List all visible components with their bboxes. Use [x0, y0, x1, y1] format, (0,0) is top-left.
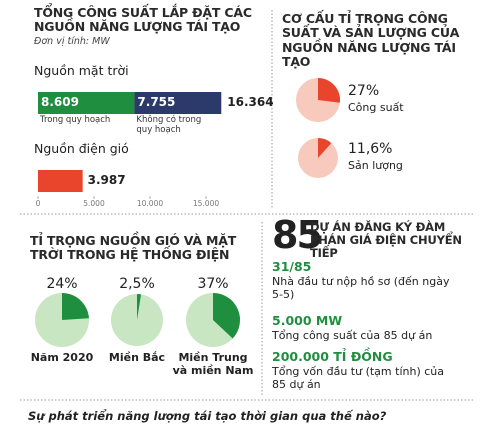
value-label: 3.987: [87, 173, 126, 187]
chart-title: TỈ TRỌNG NGUỒN GIÓ VÀ MẶT TRỜI TRONG HỆ …: [30, 233, 237, 263]
pie-slice: [213, 293, 241, 339]
category-label: Miền Trung và miền Nam: [172, 351, 254, 377]
value-label: 37%: [197, 276, 229, 292]
category-label: Nguồn mặt trời: [34, 63, 129, 78]
pie-slice: [318, 138, 332, 158]
x-tick-label: 5.000: [83, 199, 105, 208]
category-label: Sản lượng: [348, 159, 403, 172]
pie-slice: [62, 293, 89, 320]
x-tick-label: 10.000: [136, 199, 164, 208]
pie-slice: [318, 78, 341, 103]
bar: [134, 92, 222, 114]
caption: Sự phát triển năng lượng tái tạo thời gi…: [28, 409, 387, 423]
category-label: Năm 2020: [30, 351, 94, 364]
value-label: 27%: [348, 83, 380, 99]
pie-slice: [137, 294, 142, 320]
value-label: 24%: [46, 276, 78, 292]
category-label: Nguồn điện gió: [34, 141, 129, 156]
value-label: 8.609: [41, 95, 79, 109]
chart-title: TỔNG CÔNG SUẤT LẮP ĐẶT CÁC NGUỒN NĂNG LƯ…: [34, 5, 252, 35]
series-label: Trong quy hoạch: [40, 115, 111, 125]
stat-value: 31/85: [272, 259, 312, 274]
project-count: 85: [272, 213, 323, 257]
series-label: Không có trong quy hoạch: [136, 115, 202, 135]
bar: [38, 92, 135, 114]
stat-text: Tổng vốn đầu tư (tạm tính) của 85 dự án: [272, 365, 444, 391]
chart-title: CƠ CẤU TỈ TRỌNG CÔNG SUẤT VÀ SẢN LƯỢNG C…: [282, 11, 460, 70]
stat-text: Nhà đầu tư nộp hồ sơ (đến ngày 5-5): [272, 275, 450, 301]
projects-title: DỰ ÁN ĐĂNG KÝ ĐÀM PHÁN GIÁ ĐIỆN CHUYỂN T…: [310, 220, 462, 261]
x-tick-label: 0: [35, 199, 41, 208]
subtitle: Đơn vị tính: MW: [34, 36, 110, 47]
category-label: Miền Bắc: [108, 351, 166, 364]
value-label: 11,6%: [348, 141, 393, 157]
stat-value: 200.000 TỈ ĐỒNG: [272, 349, 393, 364]
value-label: 2,5%: [119, 276, 155, 292]
category-label: Công suất: [348, 101, 404, 114]
total-label: 16.364: [227, 95, 274, 109]
stat-value: 5.000 MW: [272, 313, 343, 328]
bar: [38, 170, 83, 192]
value-label: 7.755: [137, 95, 176, 109]
x-tick-label: 15.000: [192, 199, 220, 208]
stat-text: Tổng công suất của 85 dự án: [272, 329, 433, 342]
